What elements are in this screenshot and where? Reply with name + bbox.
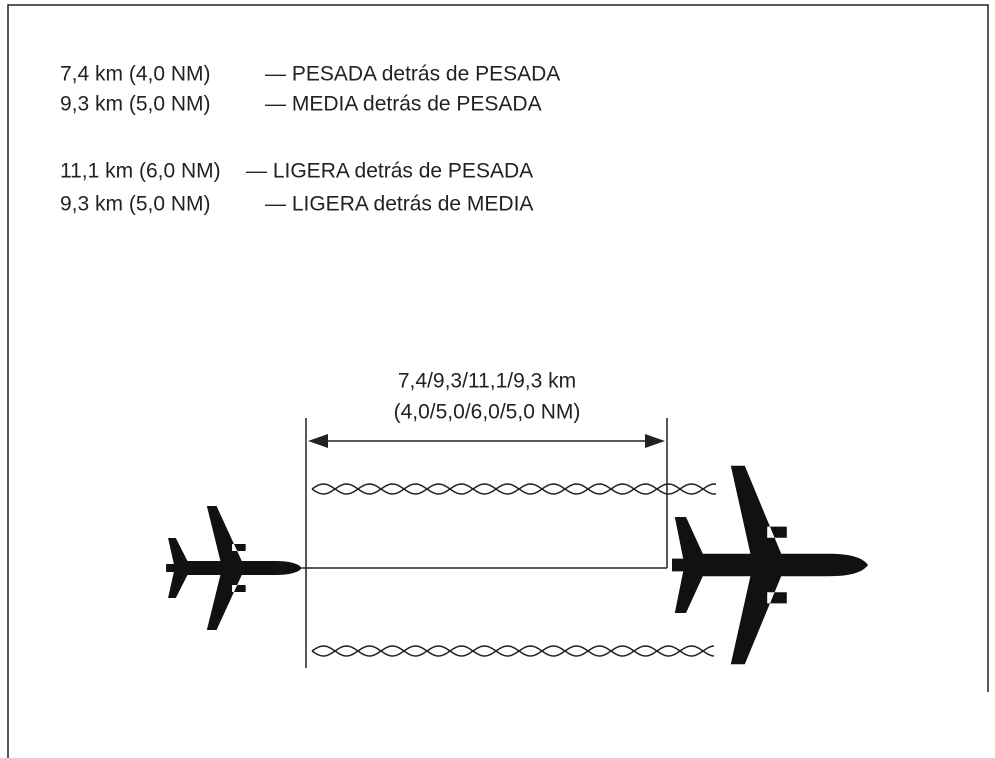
distance: 9,3 km (5,0 NM) (60, 93, 211, 116)
distance: 11,1 km (6,0 NM) (60, 160, 221, 183)
wake-vortices (312, 484, 716, 656)
description: — LIGERA detrás de MEDIA (265, 193, 533, 216)
separation-label: (4,0/5,0/6,0/5,0 NM) (394, 401, 581, 424)
description: — PESADA detrás de PESADA (265, 63, 560, 86)
leading-aircraft (672, 466, 868, 664)
distance: 7,4 km (4,0 NM) (60, 63, 211, 86)
description: — MEDIA detrás de PESADA (265, 93, 542, 116)
distance: 9,3 km (5,0 NM) (60, 193, 211, 216)
following-aircraft (166, 506, 302, 630)
description: — LIGERA detrás de PESADA (246, 160, 533, 183)
diagram: 7,4 km (4,0 NM) — PESADA detrás de PESAD… (0, 0, 995, 758)
separation-label: 7,4/9,3/11,1/9,3 km (398, 370, 576, 393)
